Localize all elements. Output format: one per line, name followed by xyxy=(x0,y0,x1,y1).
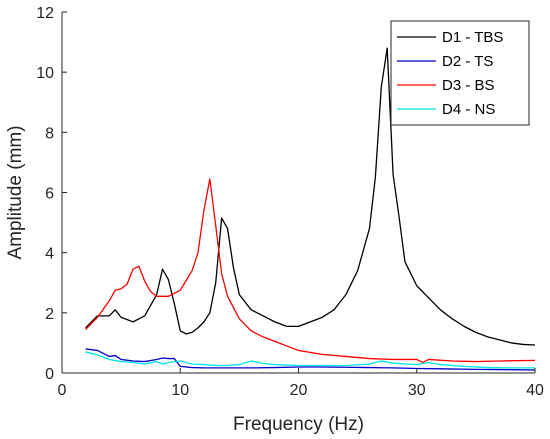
y-tick-label: 6 xyxy=(45,186,54,203)
ticks-layer: 0 10 20 30 40 0 2 4 6 8 10 12 xyxy=(36,5,544,399)
series-line-d4-ns xyxy=(85,351,535,369)
x-tick-label: 30 xyxy=(408,382,426,399)
series-layer xyxy=(85,47,536,371)
series-line-d1-tbs xyxy=(85,47,536,346)
y-tick-label: 2 xyxy=(45,306,54,323)
series-line-d2-ts xyxy=(85,348,536,371)
y-tick-label: 0 xyxy=(45,366,54,383)
series-line-d3-bs xyxy=(85,178,536,364)
x-axis-label: Frequency (Hz) xyxy=(233,414,364,435)
y-tick-label: 4 xyxy=(45,246,54,263)
y-tick-label: 8 xyxy=(45,125,54,142)
x-tick-label: 20 xyxy=(290,382,308,399)
legend: D1 - TBS D2 - TS D3 - BS D4 - NS xyxy=(390,20,530,126)
legend-box xyxy=(390,20,530,126)
y-tick-label: 12 xyxy=(36,5,54,22)
y-tick-label: 10 xyxy=(36,65,54,82)
legend-label-d3-bs: D3 - BS xyxy=(442,77,495,94)
legend-label-d2-ts: D2 - TS xyxy=(442,53,493,70)
y-axis-label: Amplitude (mm) xyxy=(5,125,26,259)
legend-label-d4-ns: D4 - NS xyxy=(442,101,495,118)
x-tick-label: 40 xyxy=(526,382,544,399)
x-tick-label: 0 xyxy=(58,382,67,399)
x-tick-label: 10 xyxy=(171,382,189,399)
legend-label-d1-tbs: D1 - TBS xyxy=(442,29,503,46)
